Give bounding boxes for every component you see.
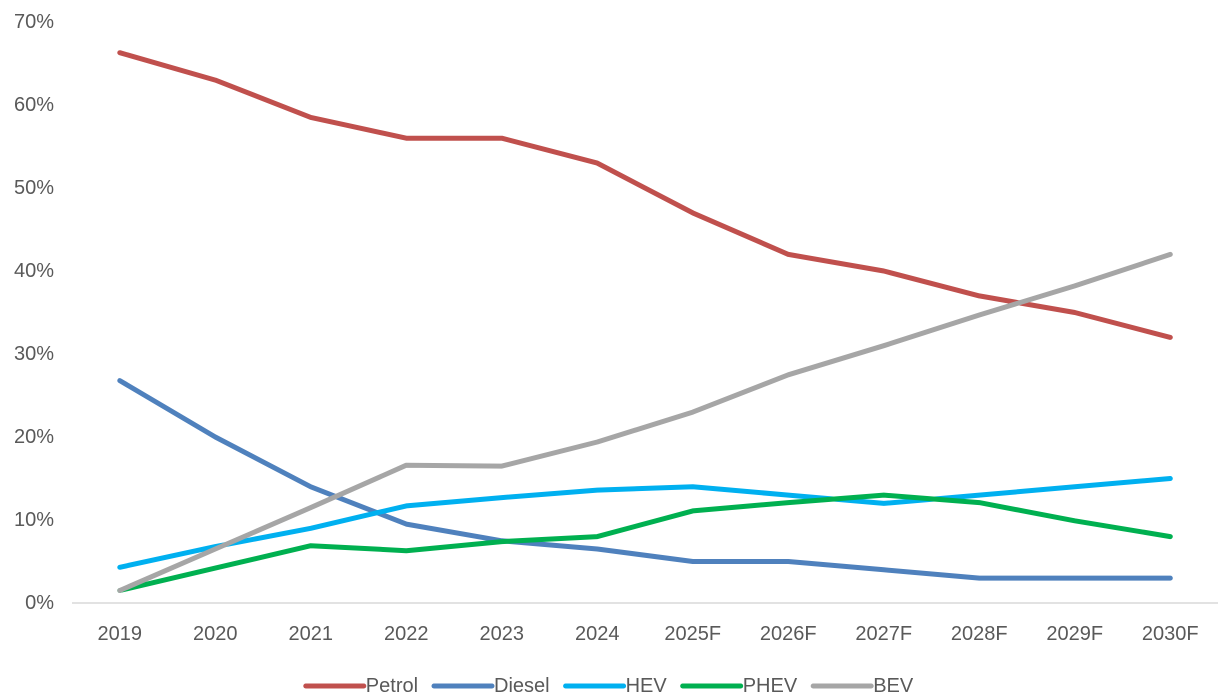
- legend-item-petrol: Petrol: [303, 675, 418, 697]
- legend: Petrol Diesel HEV PHEV BEV: [303, 675, 914, 697]
- y-tick-label: 0%: [25, 592, 54, 614]
- x-tick-label: 2024: [575, 623, 620, 645]
- y-tick-label: 30%: [14, 343, 54, 365]
- x-tick-label: 2021: [289, 623, 334, 645]
- y-tick-label: 70%: [14, 11, 54, 33]
- x-tick-label: 2020: [193, 623, 238, 645]
- series-line-phev: [117, 492, 1173, 593]
- legend-item-hev: HEV: [563, 675, 668, 697]
- series-line-bev: [117, 251, 1173, 593]
- legend-label: Diesel: [494, 675, 550, 697]
- y-axis: 0% 10% 20% 30% 40% 50% 60% 70%: [14, 11, 54, 614]
- series-line-diesel: [117, 378, 1173, 581]
- series-lines: [117, 50, 1173, 593]
- series-line-hev: [117, 476, 1173, 570]
- x-tick-label: 2025F: [664, 623, 721, 645]
- legend-item-diesel: Diesel: [431, 675, 550, 697]
- x-axis: 2019 2020 2021 2022 2023 2024 2025F 2026F 2027F 2…: [98, 623, 1199, 645]
- x-tick-label: 2027F: [855, 623, 912, 645]
- y-tick-label: 40%: [14, 260, 54, 282]
- y-tick-label: 20%: [14, 426, 54, 448]
- x-tick-label: 2023: [480, 623, 525, 645]
- legend-label: BEV: [873, 675, 914, 697]
- x-tick-label: 2028F: [951, 623, 1008, 645]
- legend-item-bev: BEV: [810, 675, 914, 697]
- x-tick-label: 2029F: [1046, 623, 1103, 645]
- y-tick-label: 10%: [14, 509, 54, 531]
- x-tick-label: 2022: [384, 623, 429, 645]
- y-tick-label: 50%: [14, 177, 54, 199]
- x-tick-label: 2019: [98, 623, 143, 645]
- legend-item-phev: PHEV: [680, 675, 798, 697]
- x-tick-label: 2030F: [1142, 623, 1199, 645]
- legend-label: Petrol: [366, 675, 418, 697]
- y-tick-label: 60%: [14, 94, 54, 116]
- legend-label: PHEV: [743, 675, 798, 697]
- series-line-petrol: [117, 50, 1173, 340]
- legend-label: HEV: [626, 675, 668, 697]
- x-tick-label: 2026F: [760, 623, 817, 645]
